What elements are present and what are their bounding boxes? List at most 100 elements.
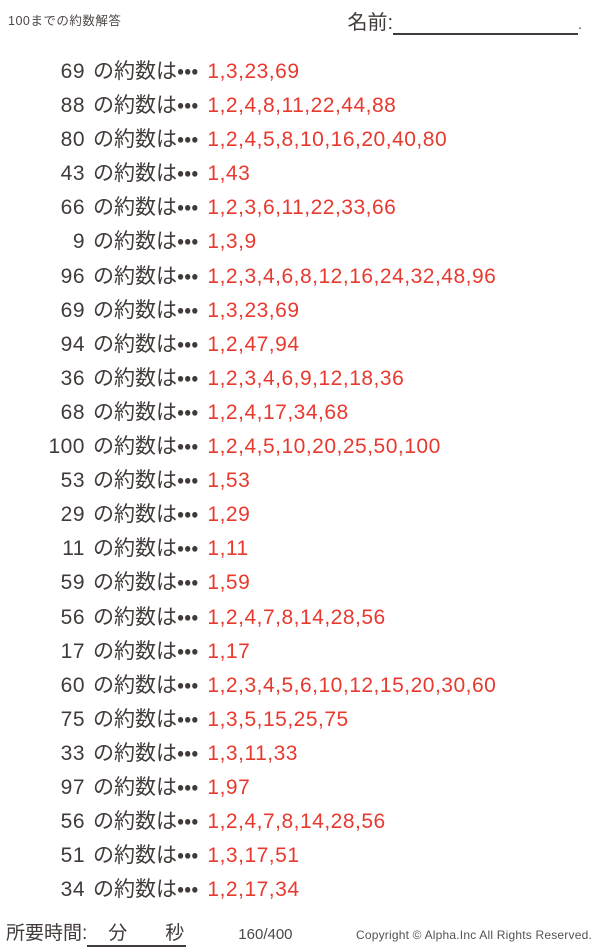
row-label: の約数は・・・ [93, 571, 199, 595]
row-number: 75 [60, 707, 85, 731]
row-label: の約数は・・・ [93, 264, 199, 288]
divisor-row: 69 の約数は・・・ 1,3,23,69 [33, 294, 600, 328]
row-answer: 1,2,3,4,6,8,12,16,24,32,48,96 [207, 264, 497, 288]
row-number: 80 [60, 128, 85, 152]
row-number: 11 [62, 537, 85, 561]
page-header: 100までの約数解答 名前:. [0, 0, 600, 50]
row-answer: 1,97 [207, 775, 251, 799]
row-answer: 1,3,23,69 [207, 60, 300, 83]
row-answer: 1,53 [207, 469, 251, 493]
row-label: の約数は・・・ [93, 775, 199, 799]
row-label: の約数は・・・ [93, 673, 199, 697]
row-label: の約数は・・・ [93, 400, 199, 424]
row-number: 17 [60, 639, 85, 663]
row-answer: 1,3,17,51 [207, 844, 300, 868]
row-label: の約数は・・・ [93, 298, 199, 322]
row-answer: 1,2,47,94 [207, 332, 300, 356]
divisor-row: 29 の約数は・・・ 1,29 [33, 498, 600, 532]
row-number: 36 [60, 366, 85, 390]
copyright-text: Copyright © Alpha.Inc All Rights Reserve… [355, 928, 592, 942]
divisor-row: 11 の約数は・・・ 1,11 [33, 532, 600, 566]
row-answer: 1,2,4,7,8,14,28,56 [207, 605, 386, 629]
row-label: の約数は・・・ [93, 332, 199, 356]
row-label: の約数は・・・ [93, 162, 199, 186]
row-number: 96 [60, 264, 85, 288]
row-label: の約数は・・・ [93, 639, 199, 663]
divisor-row: 100 の約数は・・・ 1,2,4,5,10,20,25,50,100 [33, 430, 600, 464]
row-label: の約数は・・・ [93, 810, 199, 834]
row-label: の約数は・・・ [93, 230, 199, 254]
row-number: 100 [48, 435, 85, 459]
row-number: 56 [60, 605, 85, 629]
row-label: の約数は・・・ [93, 537, 199, 561]
row-number: 66 [60, 196, 85, 220]
row-number: 60 [60, 673, 85, 697]
divisor-row: 80 の約数は・・・ 1,2,4,5,8,10,16,20,40,80 [33, 123, 600, 157]
row-answer: 1,2,4,5,10,20,25,50,100 [207, 435, 441, 459]
name-line-period: . [578, 16, 582, 32]
divisor-row: 56 の約数は・・・ 1,2,4,7,8,14,28,56 [33, 601, 600, 635]
row-answer: 1,2,3,6,11,22,33,66 [207, 196, 397, 220]
row-answer: 1,17 [207, 639, 251, 663]
name-label: 名前: [347, 12, 394, 34]
time-field: 所要時間: 分 秒 [6, 918, 187, 947]
row-answer: 1,3,5,15,25,75 [207, 707, 349, 731]
time-label: 所要時間: [6, 923, 88, 944]
divisor-row: 51 の約数は・・・ 1,3,17,51 [33, 839, 600, 873]
row-label: の約数は・・・ [93, 469, 199, 493]
row-label: の約数は・・・ [93, 878, 199, 902]
row-label: の約数は・・・ [93, 605, 199, 629]
row-number: 53 [60, 469, 85, 493]
row-label: の約数は・・・ [93, 503, 199, 527]
row-answer: 1,3,9 [207, 230, 257, 254]
row-number: 97 [60, 775, 85, 799]
divisor-row: 59 の約数は・・・ 1,59 [33, 566, 600, 600]
divisor-row: 75 の約数は・・・ 1,3,5,15,25,75 [33, 703, 600, 737]
row-answer: 1,2,3,4,6,9,12,18,36 [207, 366, 405, 390]
row-answer: 1,2,4,17,34,68 [207, 400, 349, 424]
row-answer: 1,29 [207, 503, 251, 527]
row-label: の約数は・・・ [93, 60, 199, 83]
row-number: 29 [60, 503, 85, 527]
row-answer: 1,11 [207, 537, 249, 561]
divisor-row: 60 の約数は・・・ 1,2,3,4,5,6,10,12,15,20,30,60 [33, 669, 600, 703]
row-number: 56 [60, 810, 85, 834]
row-number: 34 [60, 878, 85, 902]
divisor-row: 17 の約数は・・・ 1,17 [33, 635, 600, 669]
row-number: 51 [60, 844, 85, 868]
row-answer: 1,3,11,33 [207, 741, 298, 765]
row-number: 43 [60, 162, 85, 186]
row-label: の約数は・・・ [93, 94, 199, 118]
row-number: 69 [60, 298, 85, 322]
divisor-row: 36 の約数は・・・ 1,2,3,4,6,9,12,18,36 [33, 362, 600, 396]
divisor-row: 68 の約数は・・・ 1,2,4,17,34,68 [33, 396, 600, 430]
name-field: 名前:. [348, 6, 582, 35]
divisor-row: 43 の約数は・・・ 1,43 [33, 157, 600, 191]
row-answer: 1,2,4,7,8,14,28,56 [207, 810, 386, 834]
divisor-row: 96 の約数は・・・ 1,2,3,4,6,8,12,16,24,32,48,96 [33, 260, 600, 294]
page-title: 100までの約数解答 [8, 14, 122, 28]
row-answer: 1,2,17,34 [207, 878, 300, 902]
page-indicator: 160/400 [238, 926, 293, 943]
divisor-row: 9 の約数は・・・ 1,3,9 [33, 225, 600, 259]
page-footer: 所要時間: 分 秒 160/400 Copyright © Alpha.Inc … [0, 918, 600, 952]
row-answer: 1,2,4,5,8,10,16,20,40,80 [207, 128, 448, 152]
row-number: 69 [60, 60, 85, 83]
row-number: 94 [60, 332, 85, 356]
divisor-row: 56 の約数は・・・ 1,2,4,7,8,14,28,56 [33, 805, 600, 839]
divisor-row: 53 の約数は・・・ 1,53 [33, 464, 600, 498]
divisor-row: 34 の約数は・・・ 1,2,17,34 [33, 873, 600, 907]
row-answer: 1,2,4,8,11,22,44,88 [207, 94, 397, 118]
row-label: の約数は・・・ [93, 435, 199, 459]
row-label: の約数は・・・ [93, 844, 199, 868]
row-number: 59 [60, 571, 85, 595]
row-answer: 1,43 [207, 162, 251, 186]
time-blank-line: 分 秒 [87, 918, 187, 947]
row-answer: 1,3,23,69 [207, 298, 300, 322]
divisor-row: 88 の約数は・・・ 1,2,4,8,11,22,44,88 [33, 89, 600, 123]
row-answer: 1,2,3,4,5,6,10,12,15,20,30,60 [207, 673, 497, 697]
row-label: の約数は・・・ [93, 707, 199, 731]
divisor-row: 66 の約数は・・・ 1,2,3,6,11,22,33,66 [33, 191, 600, 225]
divisor-row: 97 の約数は・・・ 1,97 [33, 771, 600, 805]
